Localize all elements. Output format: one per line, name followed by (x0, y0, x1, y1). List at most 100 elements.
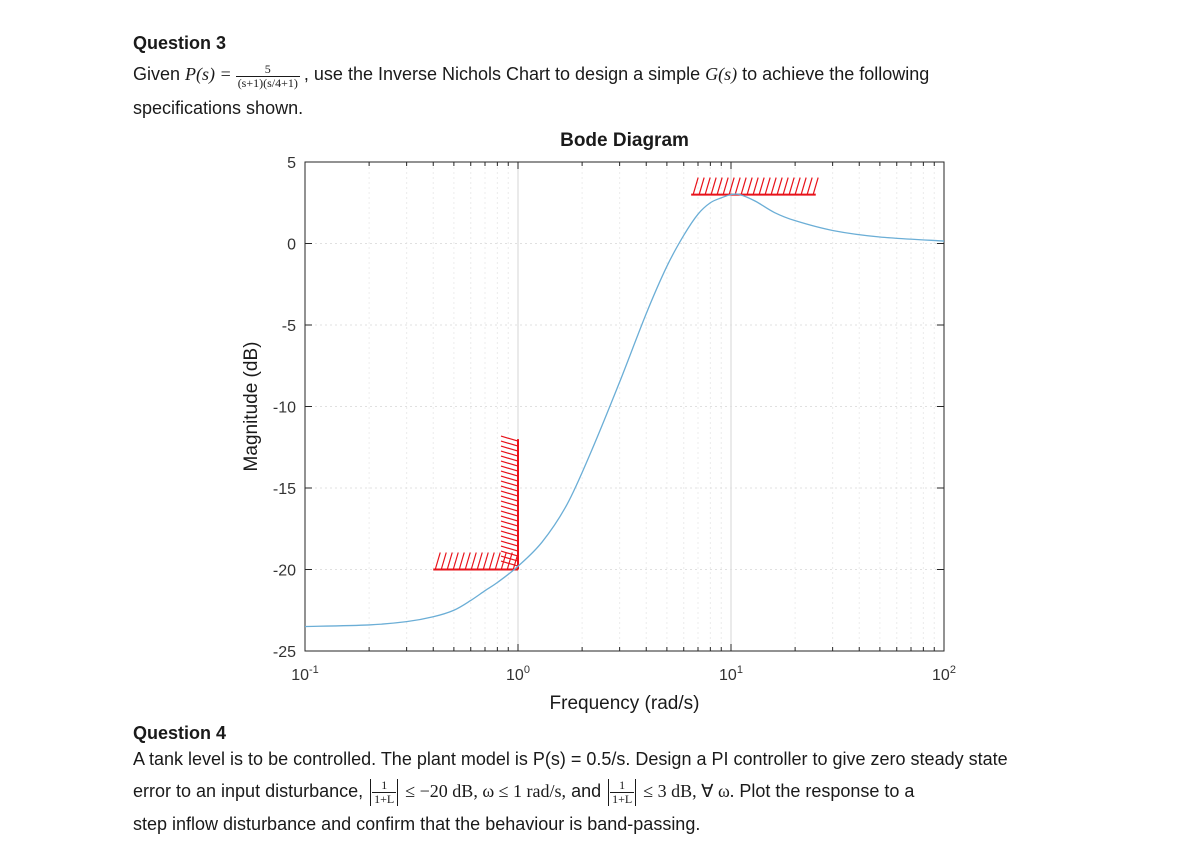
x-tick-label-exponent: 0 (524, 664, 530, 676)
constraint-hatch (776, 177, 783, 195)
constraint-vertical-hatch (500, 515, 519, 522)
question-3-line-3: specifications shown. (133, 98, 304, 118)
plant-equation-lhs: P(s) = (185, 64, 232, 84)
constraint-vertical-hatch (500, 450, 519, 457)
constraint-hatch (806, 177, 813, 195)
question-4-line-1: A tank level is to be controlled. The pl… (133, 749, 1008, 769)
constraint-hatch (794, 177, 801, 195)
constraint-hatch (446, 552, 453, 570)
constraint-hatch (746, 177, 753, 195)
constraint-hatch (764, 177, 771, 195)
q4-line-2-start: error to an input disturbance, (133, 781, 364, 801)
constraint-hatch (734, 177, 741, 195)
constraint-hatch (464, 552, 471, 570)
constraint-vertical-hatch (500, 475, 519, 482)
controller-symbol: G(s) (705, 64, 738, 84)
constraint-hatch (740, 177, 747, 195)
and-word: and (571, 781, 602, 801)
constraint-vertical-hatch (500, 460, 519, 467)
x-tick-label-exponent: -1 (309, 664, 319, 676)
constraint-hatch (752, 177, 759, 195)
constraint-hatch (800, 177, 807, 195)
y-tick-label: -20 (273, 563, 296, 580)
x-tick-label-exponent: 1 (737, 664, 743, 676)
x-tick-label-base: 10 (506, 667, 524, 684)
constraint-vertical-hatch (500, 540, 519, 547)
x-tick-label-exponent: 2 (950, 664, 956, 676)
y-tick-label: -25 (273, 644, 296, 661)
instruction-text-1: use the Inverse Nichols Chart to design … (313, 64, 701, 84)
sensitivity-fraction-2: 1 1+L (608, 777, 637, 806)
constraint-vertical-hatch (500, 485, 519, 492)
question-4-line-2: error to an input disturbance, 1 1+L ≤ −2… (133, 774, 914, 810)
constraint-vertical-hatch (500, 550, 519, 557)
constraint-hatch (500, 552, 507, 570)
y-tick-label: -10 (273, 400, 296, 417)
constraint-hatch (812, 177, 819, 195)
constraint-hatch (506, 552, 513, 570)
spec-peak: ≤ 3 dB, ∀ ω. (643, 781, 735, 801)
frac-2-num: 1 (619, 777, 626, 792)
sensitivity-fraction-1: 1 1+L (370, 777, 399, 806)
y-tick-label: 5 (287, 155, 296, 172)
constraint-vertical-hatch (500, 490, 519, 497)
constraint-vertical-hatch (500, 495, 519, 502)
constraint-vertical-hatch (500, 455, 519, 462)
plant-denominator: (s+1)(s/4+1) (235, 75, 300, 90)
constraint-vertical-hatch (500, 535, 519, 542)
constraint-hatch (782, 177, 789, 195)
constraint-hatch (434, 552, 441, 570)
question-4-heading: Question 4 (133, 723, 227, 743)
constraint-vertical-hatch (500, 465, 519, 472)
constraint-vertical-hatch (500, 435, 519, 442)
constraint-vertical-hatch (500, 510, 519, 517)
given-label: Given (133, 64, 181, 84)
chart-title: Bode Diagram (560, 130, 689, 151)
y-tick-label: 0 (287, 237, 296, 254)
y-tick-label: -15 (273, 481, 296, 498)
x-tick-label: 10-1 (291, 664, 319, 684)
plant-fraction: 5 (s+1)(s/4+1) (235, 62, 300, 90)
constraint-hatch (722, 177, 729, 195)
constraint-hatch (692, 177, 699, 195)
constraint-vertical-hatch (500, 525, 519, 532)
constraint-vertical-hatch (500, 555, 519, 562)
constraint-vertical-hatch (500, 505, 519, 512)
question-4-line-3: step inflow disturbance and confirm that… (133, 814, 701, 834)
constraint-hatch (770, 177, 777, 195)
constraint-hatch (458, 552, 465, 570)
x-axis-label: Frequency (rad/s) (550, 693, 700, 714)
constraint-hatch (728, 177, 735, 195)
constraint-hatch (716, 177, 723, 195)
magnitude-series-line (304, 193, 945, 628)
plant-separator: , (303, 64, 309, 84)
constraint-hatch (488, 552, 495, 570)
constraint-hatch (710, 177, 717, 195)
q4-line-2-end: Plot the response to a (739, 781, 915, 801)
constraint-hatch (788, 177, 795, 195)
question-3-given-line: Given P(s) = 5 (s+1)(s/4+1), use the Inver… (133, 60, 929, 96)
constraint-vertical-hatch (500, 445, 519, 452)
constraint-hatch (698, 177, 705, 195)
constraint-vertical-hatch (500, 520, 519, 527)
x-tick-label-base: 10 (932, 667, 950, 684)
constraint-hatch (452, 552, 459, 570)
constraint-vertical-hatch (500, 530, 519, 537)
x-tick-label: 101 (719, 664, 743, 684)
x-tick-label-base: 10 (719, 667, 737, 684)
instruction-text-2: to achieve the following (742, 64, 930, 84)
constraint-hatch (704, 177, 711, 195)
x-tick-label: 102 (932, 664, 956, 684)
frac-2-den: 1+L (610, 791, 635, 806)
y-axis-label: Magnitude (dB) (241, 342, 262, 472)
constraint-vertical-hatch (500, 500, 519, 507)
spec-low-frequency: ≤ −20 dB, ω ≤ 1 rad/s, (405, 781, 567, 801)
question-3-heading: Question 3 (133, 33, 227, 53)
constraint-hatch (476, 552, 483, 570)
constraint-layer (433, 177, 819, 571)
frac-1-num: 1 (381, 777, 388, 792)
constraint-hatch (440, 552, 447, 570)
y-tick-label: -5 (282, 318, 296, 335)
